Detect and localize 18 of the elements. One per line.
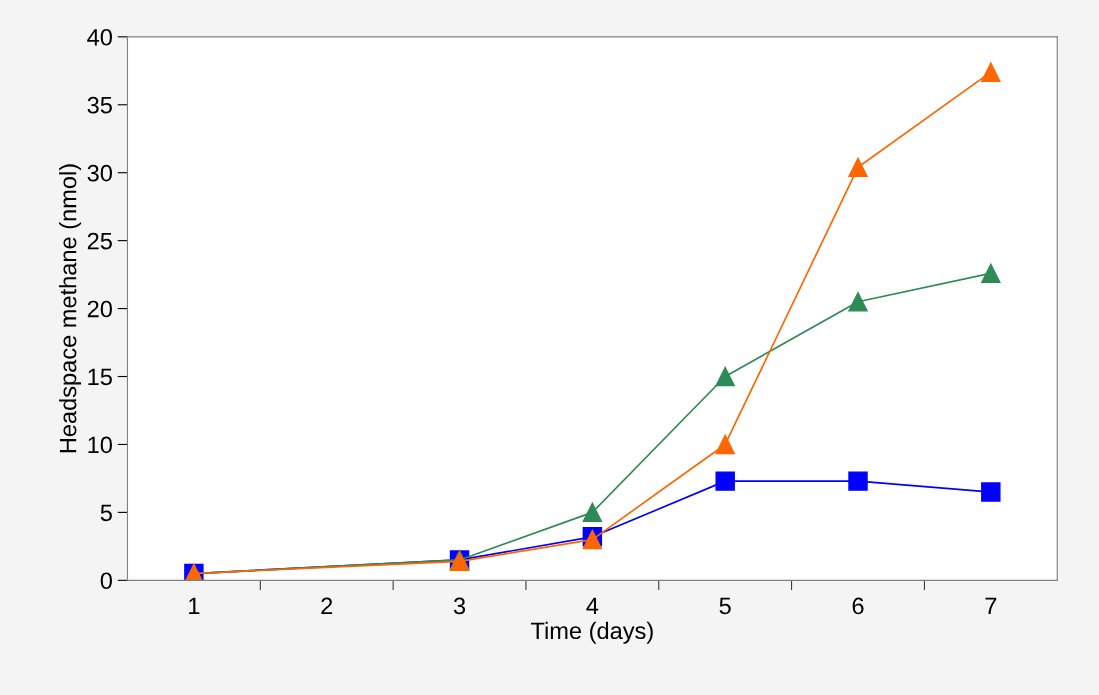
x-tick-label: 4 — [586, 597, 599, 615]
x-tick-label: 6 — [852, 597, 864, 615]
x-tick-label: 3 — [453, 597, 466, 615]
y-tick-label: 15 — [88, 368, 112, 386]
y-axis-title: Headspace methane (nmol) — [59, 164, 82, 453]
y-tick-label: 25 — [87, 232, 112, 250]
y-tick-label: 30 — [87, 164, 112, 182]
x-tick-label: 5 — [719, 597, 731, 615]
x-tick-label: 7 — [985, 597, 997, 615]
y-tick-label: 5 — [100, 504, 112, 522]
y-tick-label: 40 — [87, 28, 112, 46]
y-tick-label: 0 — [100, 572, 112, 590]
x-tick-label: 2 — [321, 597, 333, 615]
x-axis-title: Time (days) — [531, 621, 653, 644]
y-tick-label: 35 — [87, 96, 112, 114]
y-tick-label: 10 — [88, 436, 112, 454]
y-tick-label: 20 — [87, 300, 112, 318]
x-tick-label: 1 — [189, 597, 200, 615]
